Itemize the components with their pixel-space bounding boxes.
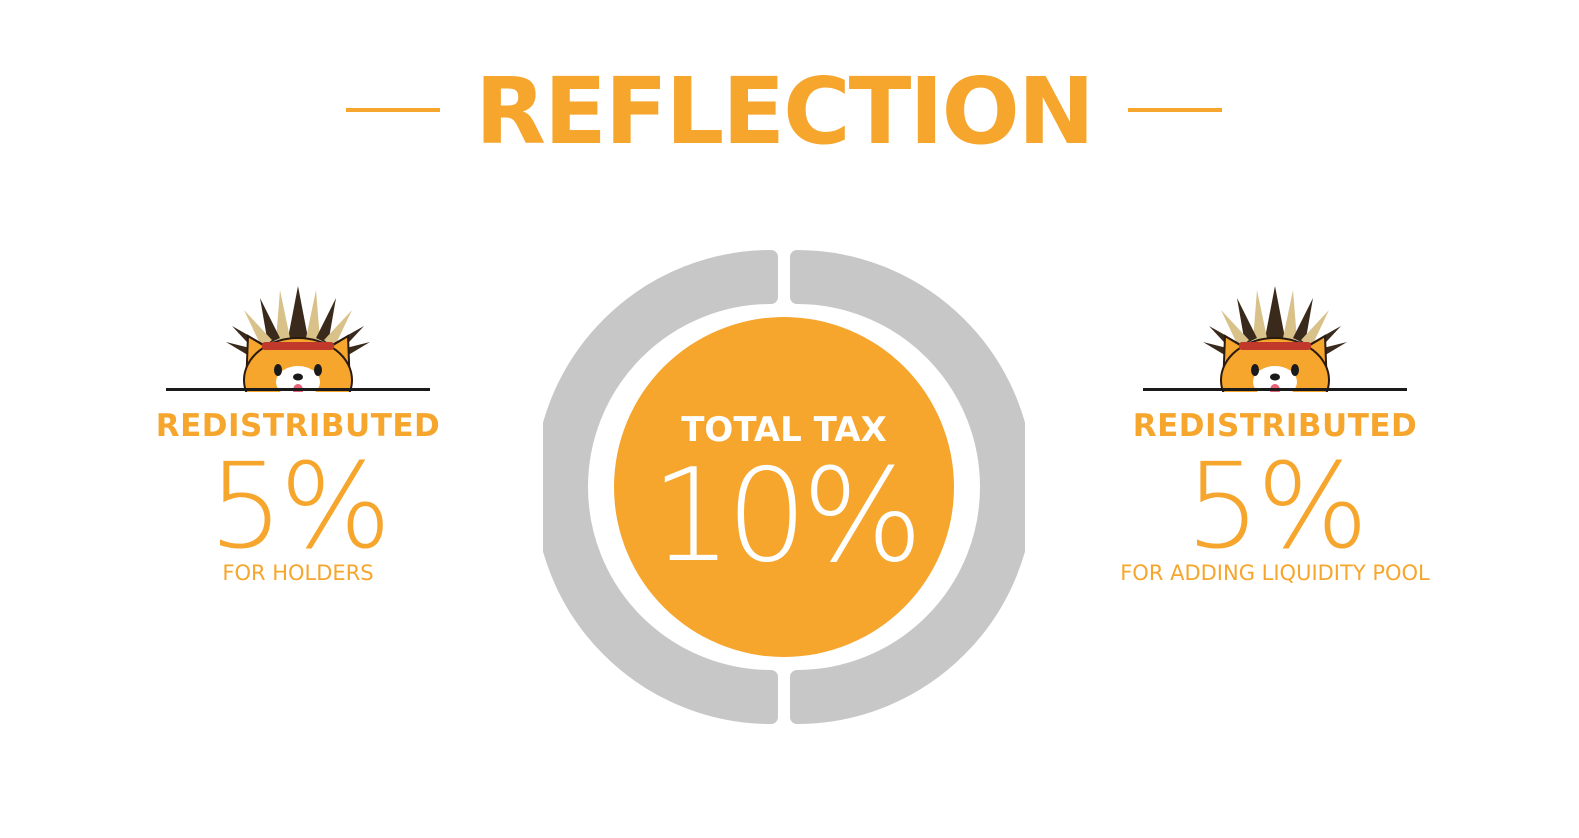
holders-percent: 5% [208, 437, 391, 575]
holders-panel: REDISTRIBUTED 5% FOR HOLDERS [108, 280, 488, 586]
title-line-right [1128, 108, 1222, 112]
shiba-mascot-illustration [1085, 280, 1465, 392]
total-tax-label: TOTAL TAX [681, 410, 887, 450]
liquidity-percent: 5% [1185, 437, 1368, 575]
holders-label: REDISTRIBUTED [155, 408, 441, 444]
shiba-mascot-illustration [108, 280, 488, 392]
total-tax-value: 10% [650, 442, 924, 591]
ring-left-half [543, 250, 778, 724]
title-line-left [346, 108, 440, 112]
holders-caption: FOR HOLDERS [222, 561, 374, 585]
liquidity-panel: REDISTRIBUTED 5% FOR ADDING LIQUIDITY PO… [1085, 280, 1465, 586]
ring-right-half [790, 250, 1025, 724]
page-title: REFLECTION [475, 58, 1095, 165]
total-tax-donut: TOTAL TAX 10% [543, 250, 1025, 724]
center-disc [614, 317, 954, 657]
liquidity-caption: FOR ADDING LIQUIDITY POOL [1120, 561, 1430, 585]
liquidity-label: REDISTRIBUTED [1132, 408, 1418, 444]
